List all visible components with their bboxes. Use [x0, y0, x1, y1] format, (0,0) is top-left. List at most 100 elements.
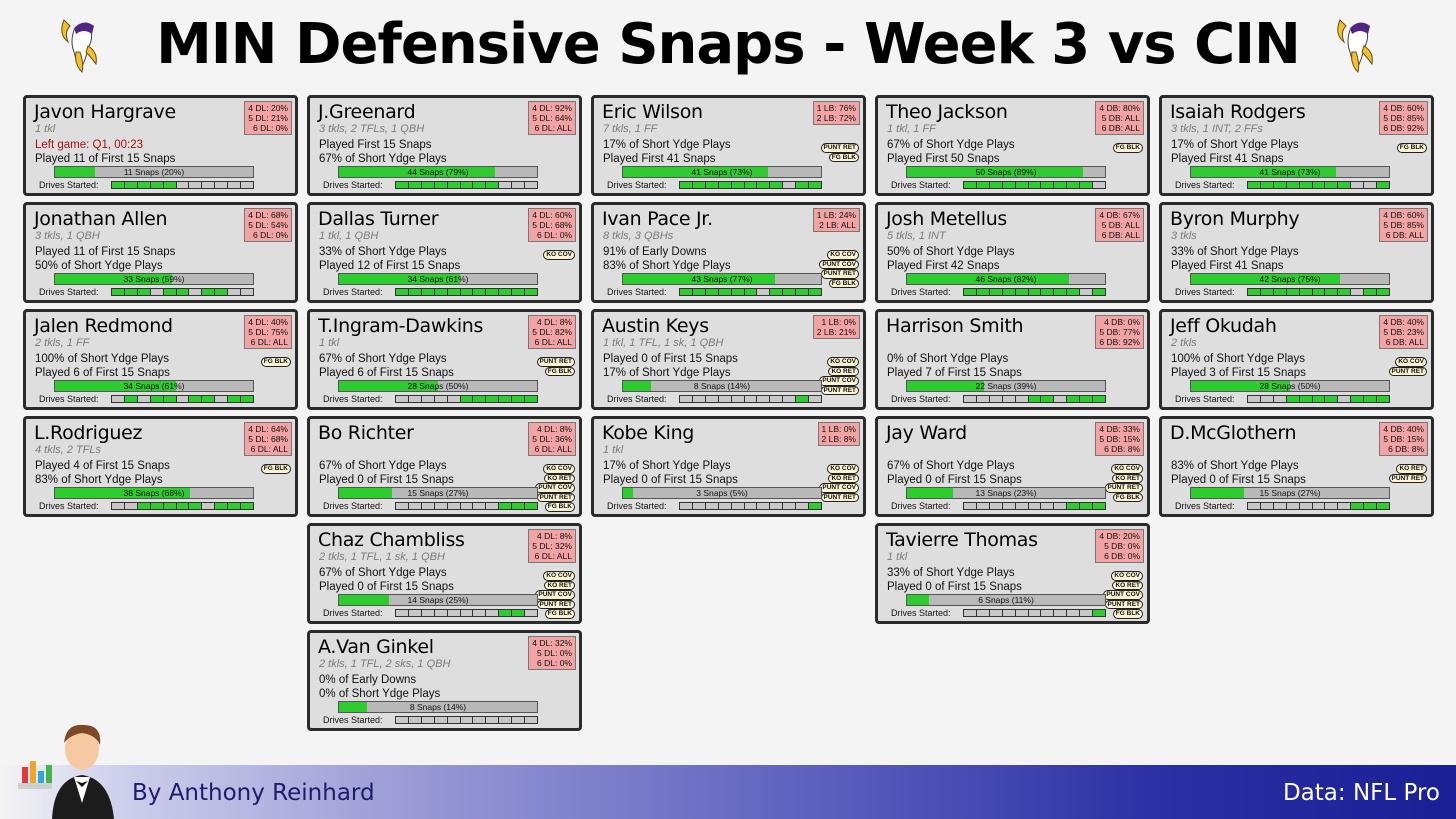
drive-cell — [692, 289, 705, 295]
player-note: 33% of Short Ydge Plays — [1171, 246, 1299, 258]
drive-cell — [1015, 503, 1028, 509]
player-card: Theo Jackson 1 tkl, 1 FF 67% of Short Ydge… — [875, 95, 1150, 196]
drive-cell — [124, 289, 137, 295]
personnel-pct: 6 DL: 0% — [537, 658, 572, 668]
drives-started-label: Drives Started: — [39, 394, 99, 404]
drive-cell — [124, 396, 137, 402]
drives-started-label: Drives Started: — [323, 608, 383, 618]
drive-cell — [499, 289, 512, 295]
drive-cell — [434, 182, 447, 188]
drives-started-label: Drives Started: — [607, 394, 667, 404]
personnel-pct: 4 DB: 40% — [1383, 317, 1424, 327]
drive-cell — [809, 503, 821, 509]
drive-cell — [1338, 396, 1351, 402]
drive-cell — [512, 610, 525, 616]
special-teams-tag: KO RET — [1396, 464, 1427, 474]
drive-cell — [1002, 182, 1015, 188]
drive-cell — [1312, 396, 1325, 402]
drive-cell — [396, 610, 408, 616]
personnel-pct: 2 LB: 8% — [821, 434, 857, 444]
drive-cell — [1338, 182, 1351, 188]
drive-cell — [512, 289, 525, 295]
special-teams-tags: KO COV KO RET PUNT COV PUNT RET FG BLK — [535, 571, 575, 619]
drives-started-label: Drives Started: — [323, 715, 383, 725]
drive-cell — [1248, 503, 1260, 509]
personnel-pct: 4 DB: 60% — [1383, 210, 1424, 220]
player-name: Jeff Okudah — [1170, 315, 1277, 337]
drive-cell — [964, 503, 976, 509]
drive-cell — [680, 503, 692, 509]
drives-started-strip — [963, 395, 1106, 403]
drives-started-strip — [395, 502, 538, 510]
drive-cell — [1260, 396, 1273, 402]
player-note: 0% of Short Ydge Plays — [887, 353, 1009, 365]
drives-started-label: Drives Started: — [1175, 180, 1235, 190]
drive-cell — [228, 503, 241, 509]
drive-cell — [796, 396, 809, 402]
player-note: Played 11 of First 15 Snaps — [35, 246, 176, 258]
player-stats: 1 tkl — [35, 123, 56, 135]
drive-cell — [460, 503, 473, 509]
special-teams-tag: FG BLK — [544, 366, 575, 376]
drive-cell — [1273, 503, 1286, 509]
snap-bar: 22 Snaps (39%) — [906, 380, 1106, 392]
personnel-pct: 5 DB: ALL — [1101, 113, 1140, 123]
player-card: Jonathan Allen 3 tkls, 1 QBH Played 11 of … — [23, 202, 298, 303]
drive-cell — [692, 396, 705, 402]
snap-bar-fill — [55, 381, 176, 391]
drive-cell — [1351, 396, 1364, 402]
drive-cell — [460, 396, 473, 402]
player-card: Ivan Pace Jr. 8 tkls, 3 QBHs 91% of Early … — [591, 202, 866, 303]
drive-cell — [150, 289, 163, 295]
player-note: Played 0 of First 15 Snaps — [887, 581, 1022, 593]
drives-started-label: Drives Started: — [891, 608, 951, 618]
drive-cell — [189, 396, 202, 402]
special-teams-tag: KO COV — [1111, 571, 1143, 581]
special-teams-tag: PUNT COV — [819, 483, 859, 493]
special-teams-tag: PUNT RET — [1104, 599, 1143, 609]
personnel-pct: 6 DB: 92% — [1383, 123, 1424, 133]
personnel-pct: 5 DB: 77% — [1099, 327, 1140, 337]
personnel-pct: 6 DB: ALL — [1385, 230, 1424, 240]
personnel-pct-box: 4 DB: 60% 5 DB: 85% 6 DB: ALL — [1379, 208, 1428, 242]
drive-cell — [150, 503, 163, 509]
drive-cell — [176, 289, 189, 295]
drives-started-label: Drives Started: — [39, 501, 99, 511]
drive-cell — [1351, 289, 1364, 295]
snap-bar-fill — [55, 274, 172, 284]
player-stats: 3 tkls — [1171, 230, 1197, 242]
drive-cell — [228, 182, 241, 188]
drive-cell — [447, 182, 460, 188]
player-name: Josh Metellus — [886, 208, 1008, 230]
drives-started-strip — [679, 395, 822, 403]
personnel-pct: 5 DL: 36% — [532, 434, 572, 444]
drives-started-strip — [963, 181, 1106, 189]
special-teams-tag: FG BLK — [828, 278, 859, 288]
player-card: T.Ingram-Dawkins 1 tkl 67% of Short Ydge P… — [307, 309, 582, 410]
special-teams-tags: KO RET PUNT RET — [1388, 464, 1427, 483]
drive-cell — [989, 182, 1002, 188]
snap-bar: 28 Snaps (50%) — [338, 380, 538, 392]
drives-started-strip — [963, 502, 1106, 510]
drive-cell — [163, 182, 176, 188]
snap-label: 22 Snaps (39%) — [975, 381, 1037, 391]
drive-cell — [1312, 289, 1325, 295]
drive-cell — [1015, 396, 1028, 402]
drives-started-label: Drives Started: — [607, 287, 667, 297]
special-teams-tags: KO COV KO RET PUNT COV PUNT RET — [819, 357, 859, 395]
drives-started-label: Drives Started: — [323, 501, 383, 511]
drive-cell — [989, 610, 1002, 616]
player-note: 100% of Short Ydge Plays — [1171, 353, 1306, 365]
drive-cell — [989, 503, 1002, 509]
player-stats: 1 tkl — [603, 444, 624, 456]
player-note: Left game: Q1, 00:23 — [35, 139, 144, 151]
personnel-pct: 2 LB: ALL — [819, 220, 856, 230]
snap-bar-fill — [1191, 488, 1245, 498]
drive-cell — [447, 289, 460, 295]
drive-cell — [163, 396, 176, 402]
drive-cell — [499, 182, 512, 188]
drive-cell — [718, 289, 731, 295]
player-note: Played 3 of First 15 Snaps — [1171, 367, 1306, 379]
drive-cell — [396, 503, 408, 509]
player-stats: 3 tkls, 1 INT, 2 FFs — [1171, 123, 1263, 135]
